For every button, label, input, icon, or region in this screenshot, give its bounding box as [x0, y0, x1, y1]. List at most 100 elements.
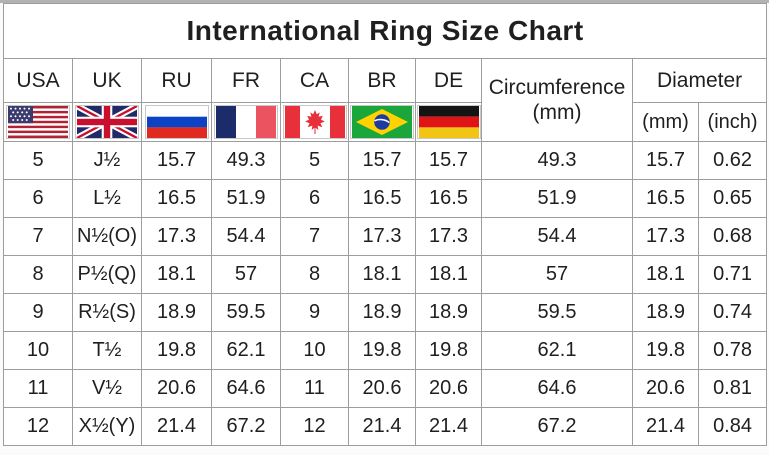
- usa-flag-icon: [6, 105, 70, 139]
- cell-de: 15.7: [415, 141, 482, 180]
- cell-fr: 54.4: [211, 217, 281, 256]
- cell-fr: 59.5: [211, 293, 281, 332]
- cell-circumference-mm: 67.2: [481, 407, 633, 446]
- cell-circumference-mm: 51.9: [481, 179, 633, 218]
- cell-circumference-mm: 57: [481, 255, 633, 294]
- cell-ca: 5: [280, 141, 349, 180]
- column-header-fr: FR: [211, 58, 281, 103]
- cell-diameter-mm: 15.7: [632, 141, 699, 180]
- cell-uk: L½: [72, 179, 142, 218]
- table-row: 11 V½ 20.6 64.6 11 20.6 20.6 64.6 20.6 0.81: [3, 369, 768, 408]
- cell-ca: 8: [280, 255, 349, 294]
- table-row: 7 N½(O) 17.3 54.4 7 17.3 17.3 54.4 17.3 0.68: [3, 217, 768, 256]
- cell-diameter-inch: 0.74: [697, 293, 768, 332]
- column-header-ca: CA: [280, 58, 349, 103]
- cell-br: 15.7: [348, 141, 416, 180]
- column-header-diameter: Diameter: [631, 58, 768, 103]
- flag-cell-ru: [141, 102, 212, 142]
- germany-flag-icon: [416, 105, 481, 139]
- cell-usa: 7: [3, 217, 73, 256]
- table-row: 5 J½ 15.7 49.3 5 15.7 15.7 49.3 15.7 0.62: [3, 141, 768, 180]
- canada-flag-icon: [282, 105, 347, 139]
- cell-uk: P½(Q): [72, 255, 142, 294]
- cell-diameter-inch: 0.81: [697, 369, 768, 408]
- cell-ca: 7: [280, 217, 349, 256]
- cell-de: 20.6: [415, 369, 482, 408]
- flag-cell-uk: [72, 102, 142, 142]
- flag-row: (mm) (inch): [3, 102, 768, 142]
- cell-uk: R½(S): [72, 293, 142, 332]
- cell-diameter-inch: 0.65: [697, 179, 768, 218]
- cell-uk: X½(Y): [72, 407, 142, 446]
- cell-usa: 9: [3, 293, 73, 332]
- column-header-usa: USA: [3, 58, 73, 103]
- cell-diameter-mm: 18.1: [632, 255, 699, 294]
- cell-ru: 18.1: [141, 255, 212, 294]
- cell-diameter-inch: 0.71: [697, 255, 768, 294]
- cell-uk: V½: [72, 369, 142, 408]
- cell-uk: J½: [72, 141, 142, 180]
- cell-circumference-mm: 49.3: [481, 141, 633, 180]
- column-header-diameter-inch: (inch): [697, 102, 768, 142]
- cell-ru: 21.4: [141, 407, 212, 446]
- cell-ca: 6: [280, 179, 349, 218]
- flag-cell-fr: [211, 102, 281, 142]
- cell-br: 20.6: [348, 369, 416, 408]
- cell-usa: 11: [3, 369, 73, 408]
- flag-cell-usa: [3, 102, 73, 142]
- cell-usa: 6: [3, 179, 73, 218]
- column-header-row: USA UK RU FR CA BR DE Circumference (mm) Diame…: [3, 58, 768, 142]
- cell-fr: 67.2: [211, 407, 281, 446]
- cell-fr: 57: [211, 255, 281, 294]
- table-row: 8 P½(Q) 18.1 57 8 18.1 18.1 57 18.1 0.71: [3, 255, 768, 294]
- cell-diameter-mm: 20.6: [632, 369, 699, 408]
- table-row: 12 X½(Y) 21.4 67.2 12 21.4 21.4 67.2 21.4 0.84: [3, 407, 768, 446]
- cell-circumference-mm: 59.5: [481, 293, 633, 332]
- cell-usa: 5: [3, 141, 73, 180]
- cell-usa: 12: [3, 407, 73, 446]
- cell-ru: 20.6: [141, 369, 212, 408]
- table-row: 10 T½ 19.8 62.1 10 19.8 19.8 62.1 19.8 0.78: [3, 331, 768, 370]
- cell-de: 18.1: [415, 255, 482, 294]
- cell-ru: 19.8: [141, 331, 212, 370]
- cell-fr: 62.1: [211, 331, 281, 370]
- cell-ru: 16.5: [141, 179, 212, 218]
- cell-diameter-mm: 16.5: [632, 179, 699, 218]
- table-row: 6 L½ 16.5 51.9 6 16.5 16.5 51.9 16.5 0.65: [3, 179, 768, 218]
- cell-ca: 12: [280, 407, 349, 446]
- cell-br: 18.9: [348, 293, 416, 332]
- cell-fr: 64.6: [211, 369, 281, 408]
- cell-de: 16.5: [415, 179, 482, 218]
- page-title: International Ring Size Chart: [2, 3, 768, 59]
- column-header-circumference: Circumference (mm): [481, 58, 633, 142]
- brazil-flag-icon: [350, 105, 414, 139]
- cell-diameter-mm: 19.8: [632, 331, 699, 370]
- cell-diameter-mm: 18.9: [632, 293, 699, 332]
- uk-flag-icon: [75, 105, 139, 139]
- cell-br: 16.5: [348, 179, 416, 218]
- cell-de: 19.8: [415, 331, 482, 370]
- cell-de: 18.9: [415, 293, 482, 332]
- column-header-uk: UK: [72, 58, 142, 103]
- cell-ru: 18.9: [141, 293, 212, 332]
- cell-circumference-mm: 62.1: [481, 331, 633, 370]
- circumference-unit: (mm): [532, 101, 582, 124]
- cell-br: 17.3: [348, 217, 416, 256]
- column-header-de: DE: [415, 58, 482, 103]
- france-flag-icon: [214, 105, 278, 139]
- image-top-edge: [0, 0, 769, 3]
- circumference-label: Circumference: [488, 76, 626, 99]
- cell-usa: 8: [3, 255, 73, 294]
- cell-uk: T½: [72, 331, 142, 370]
- cell-ca: 11: [280, 369, 349, 408]
- cell-fr: 49.3: [211, 141, 281, 180]
- flag-cell-ca: [280, 102, 349, 142]
- cell-fr: 51.9: [211, 179, 281, 218]
- cell-diameter-mm: 17.3: [632, 217, 699, 256]
- cell-ru: 17.3: [141, 217, 212, 256]
- cell-de: 21.4: [415, 407, 482, 446]
- flag-cell-de: [415, 102, 482, 142]
- cell-usa: 10: [3, 331, 73, 370]
- cell-uk: N½(O): [72, 217, 142, 256]
- title-row: International Ring Size Chart: [2, 3, 768, 59]
